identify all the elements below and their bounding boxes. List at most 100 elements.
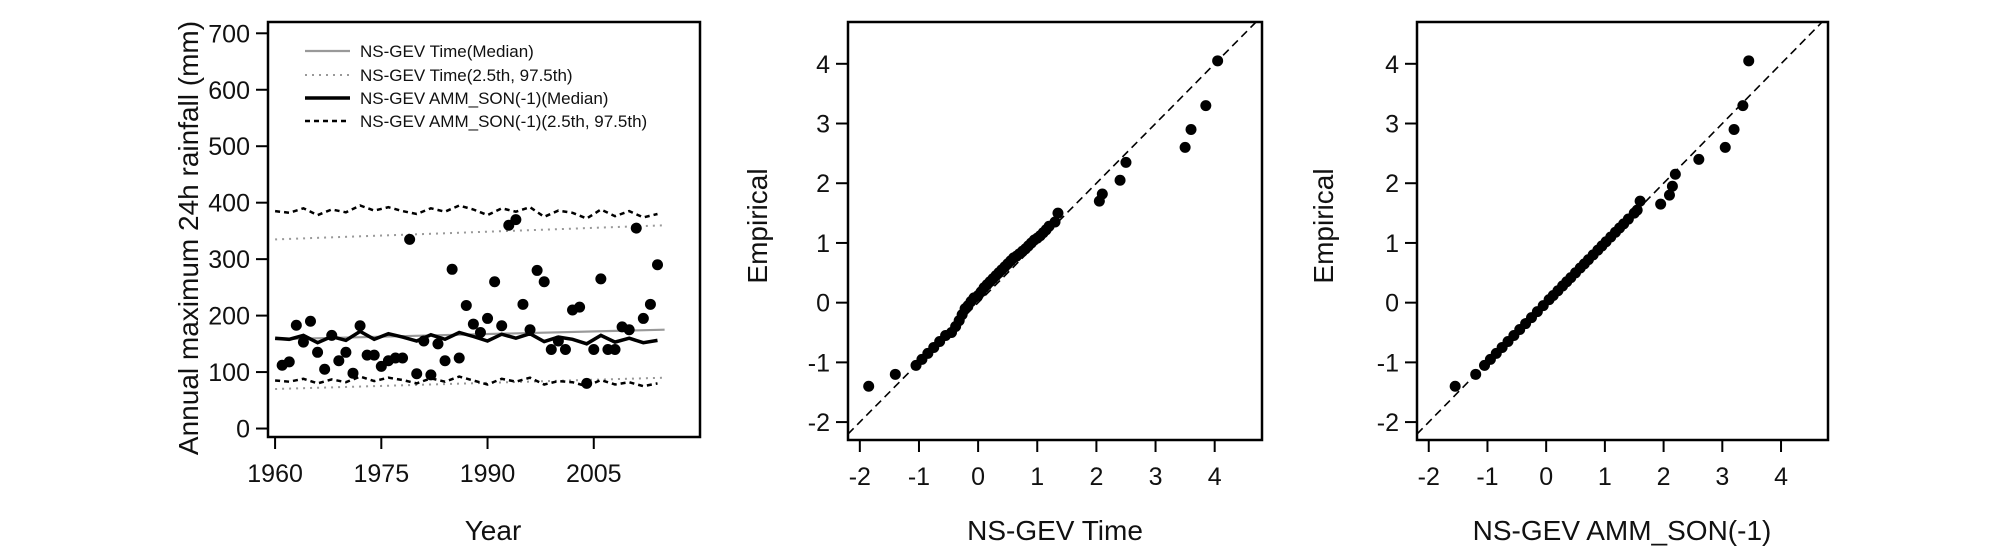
y-tick-label: 4 (1385, 51, 1399, 79)
series-line-ns-gev-time-2-5th (275, 376, 665, 390)
y-tick-label: 100 (208, 359, 250, 387)
series-line-ns-gev-time-97-5th (275, 224, 665, 241)
data-point (581, 377, 593, 389)
x-tick-label: 2005 (566, 460, 622, 488)
data-point (609, 343, 621, 355)
x-tick-label: 0 (971, 463, 985, 491)
data-point (517, 298, 529, 310)
y-tick-label: 300 (208, 246, 250, 274)
x-tick-label: 2 (1657, 463, 1671, 491)
data-point (1743, 55, 1755, 67)
x-tick-label: 4 (1208, 463, 1222, 491)
x-tick-label: 1960 (247, 460, 303, 488)
panel1-legend: NS-GEV Time(Median) NS-GEV Time(2.5th, 9… (305, 42, 647, 131)
panel2-xlabel: NS-GEV Time (967, 515, 1143, 546)
data-point (1693, 153, 1705, 165)
x-tick-label: 3 (1149, 463, 1163, 491)
y-tick-label: -2 (808, 409, 830, 437)
data-point (283, 356, 295, 368)
data-point (1631, 204, 1643, 216)
data-point (1655, 198, 1667, 210)
data-point (1663, 189, 1675, 201)
data-point (411, 368, 423, 380)
data-point (644, 298, 656, 310)
data-point (312, 346, 324, 358)
y-tick-label: 400 (208, 190, 250, 218)
data-point (354, 320, 366, 332)
legend-label-amm-bounds: NS-GEV AMM_SON(-1)(2.5th, 97.5th) (360, 112, 647, 131)
data-point (489, 276, 501, 288)
data-point (432, 338, 444, 350)
data-point (588, 343, 600, 355)
data-point (297, 336, 309, 348)
data-point (482, 312, 494, 324)
y-tick-label: 500 (208, 133, 250, 161)
data-point (368, 349, 380, 361)
x-tick-label: -1 (908, 463, 930, 491)
y-tick-label: 2 (1385, 170, 1399, 198)
data-point (425, 369, 437, 381)
data-point (637, 312, 649, 324)
panel3-xlabel: NS-GEV AMM_SON(-1) (1473, 515, 1772, 546)
legend-label-time-median: NS-GEV Time(Median) (360, 42, 534, 61)
data-point (1666, 180, 1678, 192)
data-point (538, 276, 550, 288)
x-tick-label: -2 (1418, 463, 1440, 491)
data-point (1470, 368, 1482, 380)
x-tick-label: -1 (1476, 463, 1498, 491)
series-line-ns-gev-amm-son-1-2-5th (274, 375, 658, 388)
data-point (1052, 207, 1064, 219)
data-point (439, 355, 451, 367)
data-point (1179, 141, 1191, 153)
data-point (1737, 100, 1749, 112)
panel-qq-amm: Empirical NS-GEV AMM_SON(-1) -2 -1 0 1 2 3 4 -2… (1308, 20, 1830, 546)
y-tick-label: 0 (816, 290, 830, 318)
plot-frame (1415, 20, 1830, 442)
data-point (1114, 174, 1126, 186)
y-tick-label: 600 (208, 77, 250, 105)
y-tick-label: -1 (808, 349, 830, 377)
data-point (1634, 195, 1646, 207)
data-point (574, 301, 586, 313)
x-tick-label: -2 (849, 463, 871, 491)
panel2-ylabel: Empirical (742, 168, 773, 283)
y-tick-label: 0 (236, 416, 250, 444)
data-point (1049, 216, 1061, 228)
y-tick-label: -1 (1377, 349, 1399, 377)
data-point (1096, 188, 1108, 200)
data-point (304, 315, 316, 327)
data-point (496, 320, 508, 332)
data-point (453, 352, 465, 364)
data-point (510, 214, 522, 226)
data-point (863, 380, 875, 392)
x-tick-label: 4 (1774, 463, 1788, 491)
data-point (524, 324, 536, 336)
data-point (1200, 100, 1212, 112)
data-point (1669, 168, 1681, 180)
x-tick-label: 1975 (353, 460, 409, 488)
panel3-ylabel: Empirical (1308, 168, 1339, 283)
data-point (552, 335, 564, 347)
data-point (446, 263, 458, 275)
data-point (652, 259, 664, 271)
legend-label-amm-median: NS-GEV AMM_SON(-1)(Median) (360, 89, 608, 108)
plot-frame (266, 20, 702, 439)
y-tick-label: 200 (208, 303, 250, 331)
plot-frame (846, 20, 1264, 442)
data-point (1728, 123, 1740, 135)
data-point (889, 368, 901, 380)
y-tick-label: 3 (1385, 111, 1399, 139)
x-tick-label: 1 (1598, 463, 1612, 491)
data-point (531, 264, 543, 276)
y-tick-label: 700 (208, 20, 250, 48)
data-point (1185, 123, 1197, 135)
legend-label-time-bounds: NS-GEV Time(2.5th, 97.5th) (360, 66, 573, 85)
data-point (290, 319, 302, 331)
data-point (630, 222, 642, 234)
data-point (623, 324, 635, 336)
data-point (340, 346, 352, 358)
y-tick-label: 2 (816, 170, 830, 198)
series-line-ns-gev-amm-son-1-97-5th (274, 204, 658, 220)
y-tick-label: 3 (816, 111, 830, 139)
